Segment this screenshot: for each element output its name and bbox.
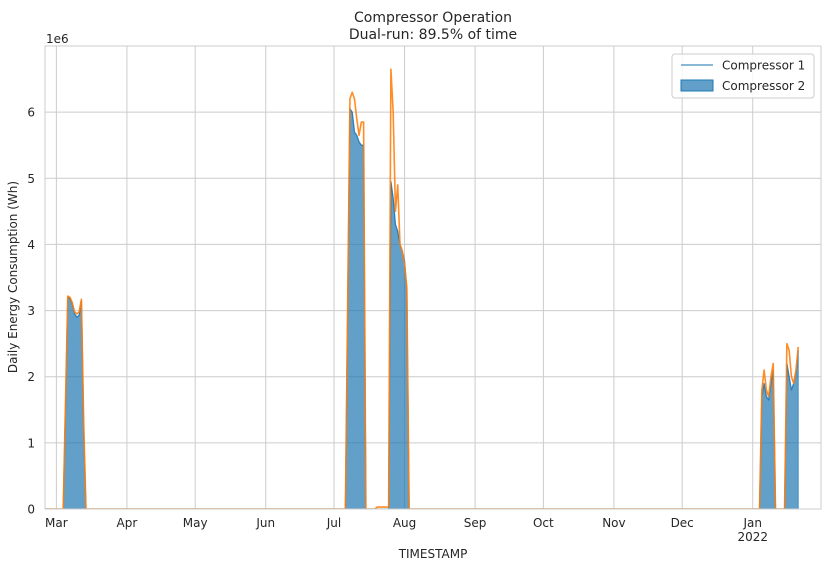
- plot-background: [45, 46, 821, 509]
- y-axis-label: Daily Energy Consumption (Wh): [6, 181, 20, 373]
- x-tick-label: Nov: [602, 516, 625, 530]
- legend-area-swatch: [680, 79, 714, 92]
- y-tick-label: 0: [27, 503, 35, 517]
- y-tick-label: 1: [27, 436, 35, 450]
- legend-label-compressor-2: Compressor 2: [722, 79, 805, 93]
- x-tick-label: Oct: [533, 516, 554, 530]
- series-group: [45, 68, 800, 509]
- x-tick-sublabel: 2022: [737, 530, 768, 544]
- grid: [45, 46, 821, 510]
- x-tick-label: Mar: [45, 516, 68, 530]
- series-line-orange: [45, 68, 800, 509]
- legend: Compressor 1 Compressor 2: [671, 53, 815, 99]
- x-tick-label: Aug: [393, 516, 416, 530]
- x-tick-label: May: [183, 516, 208, 530]
- chart-subtitle: Dual-run: 89.5% of time: [349, 27, 517, 43]
- x-tick-label: Sep: [464, 516, 487, 530]
- x-axis-label: TIMESTAMP: [398, 547, 468, 561]
- y-tick-label: 2: [27, 370, 35, 384]
- x-tick-label: Jul: [326, 516, 341, 530]
- x-tick-label: Jan: [742, 516, 762, 530]
- plot-frame: [44, 45, 822, 510]
- y-tick-label: 5: [27, 172, 35, 186]
- x-tick-label: Apr: [117, 516, 138, 530]
- y-tick-label: 4: [27, 238, 35, 252]
- chart-title: Compressor Operation: [354, 10, 512, 26]
- y-offset-label: 1e6: [46, 32, 69, 46]
- x-tick-label: Dec: [671, 516, 694, 530]
- x-tick-label: Jun: [255, 516, 275, 530]
- y-tick-label: 3: [27, 304, 35, 318]
- legend-label-compressor-1: Compressor 1: [722, 59, 805, 73]
- series-layer: [45, 68, 800, 509]
- y-tick-label: 6: [27, 106, 35, 120]
